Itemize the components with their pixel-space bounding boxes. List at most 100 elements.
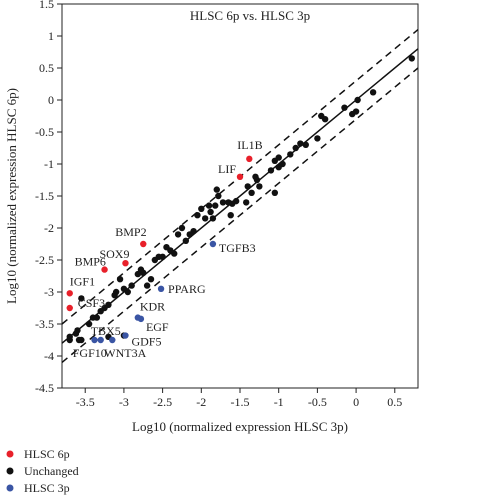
gene-label: BMP2	[115, 225, 146, 239]
data-point	[215, 192, 222, 200]
gene-label: WNT3A	[104, 346, 146, 360]
y-tick-label: -2	[44, 221, 54, 235]
gene-label: PPARG	[168, 282, 206, 296]
data-point	[186, 231, 193, 238]
data-point	[244, 183, 251, 190]
data-point	[242, 199, 250, 206]
data-point	[78, 295, 85, 302]
data-point	[275, 164, 282, 171]
data-point	[137, 266, 145, 273]
data-point	[174, 231, 182, 238]
data-point	[111, 292, 118, 299]
data-point	[66, 336, 73, 344]
data-point	[137, 315, 145, 323]
y-tick-label: -3.5	[35, 317, 54, 331]
x-tick-label: -2.5	[153, 395, 172, 409]
x-axis-title: Log10 (normalized expression HLSC 3p)	[132, 419, 348, 434]
gene-label: TGFB3	[219, 241, 256, 255]
y-tick-label: -0.5	[35, 125, 54, 139]
legend: HLSC 6p Unchanged HLSC 3p	[6, 447, 79, 495]
x-tick-label: 0.5	[387, 395, 402, 409]
x-tick-label: -1	[274, 395, 284, 409]
y-tick-label: -1.5	[35, 189, 54, 203]
data-point	[163, 244, 170, 251]
data-point	[140, 240, 147, 248]
legend-marker	[6, 467, 14, 475]
data-point	[302, 141, 309, 148]
data-point	[147, 276, 155, 283]
data-point	[267, 167, 275, 174]
legend-marker	[6, 484, 14, 492]
data-point	[91, 336, 98, 344]
data-point	[213, 186, 220, 193]
data-point	[97, 336, 104, 344]
data-point	[408, 55, 416, 62]
legend-label: HLSC 6p	[24, 447, 70, 461]
x-axis-ticks: -3.5 -3 -2.5 -2 -1.5 -1 -0.5 0 0.5	[76, 388, 402, 409]
data-point	[246, 155, 253, 163]
y-tick-label: -1	[44, 157, 54, 171]
y-tick-label: -3	[44, 285, 54, 299]
y-tick-label: 0	[48, 93, 54, 107]
data-point	[85, 320, 93, 328]
data-point	[369, 89, 377, 96]
gene-label: BMP6	[75, 255, 106, 269]
data-point	[97, 308, 104, 315]
data-point	[271, 157, 279, 164]
data-point	[122, 332, 129, 339]
data-point	[314, 135, 321, 142]
x-tick-label: -3.5	[76, 395, 95, 409]
y-axis-title: Log10 (normalized expression HLSC 6p)	[4, 88, 19, 304]
data-point	[157, 285, 165, 292]
data-point	[182, 237, 190, 244]
data-point	[194, 212, 201, 219]
y-tick-label: -4	[44, 349, 54, 363]
gene-label: KDR	[140, 300, 165, 314]
lower-threshold-line	[61, 67, 419, 363]
gene-label: GDF5	[131, 335, 161, 349]
data-points	[66, 55, 416, 344]
data-point	[128, 282, 135, 289]
x-tick-label: -3	[119, 395, 129, 409]
data-point	[109, 336, 116, 344]
y-tick-label: -4.5	[35, 381, 54, 395]
y-tick-label: 0.5	[39, 61, 54, 75]
chart-title: HLSC 6p vs. HLSC 3p	[190, 8, 310, 23]
data-point	[89, 314, 97, 321]
data-point	[248, 189, 255, 196]
gene-label: LIF	[218, 162, 236, 176]
data-point	[66, 304, 73, 312]
legend-label: HLSC 3p	[24, 481, 70, 495]
gene-label: TBX5	[91, 324, 121, 338]
legend-marker	[6, 450, 14, 458]
data-point	[101, 266, 108, 273]
y-tick-label: 1	[48, 29, 54, 43]
gene-label: CSF3	[78, 296, 105, 310]
data-point	[354, 96, 361, 104]
data-point	[352, 108, 360, 115]
data-point	[227, 212, 234, 219]
x-tick-label: -2	[196, 395, 206, 409]
gene-label: IGF1	[70, 274, 95, 288]
gene-label: EGF	[146, 320, 169, 334]
data-point	[209, 215, 217, 222]
data-point	[297, 140, 304, 147]
x-tick-label: -0.5	[308, 395, 327, 409]
data-point	[287, 151, 294, 158]
data-point	[120, 285, 128, 292]
y-tick-label: -2.5	[35, 253, 54, 267]
data-point	[143, 282, 151, 289]
legend-label: Unchanged	[24, 464, 79, 478]
data-point	[151, 256, 159, 264]
data-point	[318, 112, 325, 120]
data-point	[341, 104, 348, 111]
data-point	[201, 215, 209, 222]
y-tick-label: 1.5	[39, 0, 54, 11]
data-point	[292, 144, 299, 152]
gene-label: IL1B	[237, 138, 262, 152]
data-point	[122, 260, 129, 267]
data-point	[72, 330, 80, 337]
data-point	[205, 202, 213, 209]
